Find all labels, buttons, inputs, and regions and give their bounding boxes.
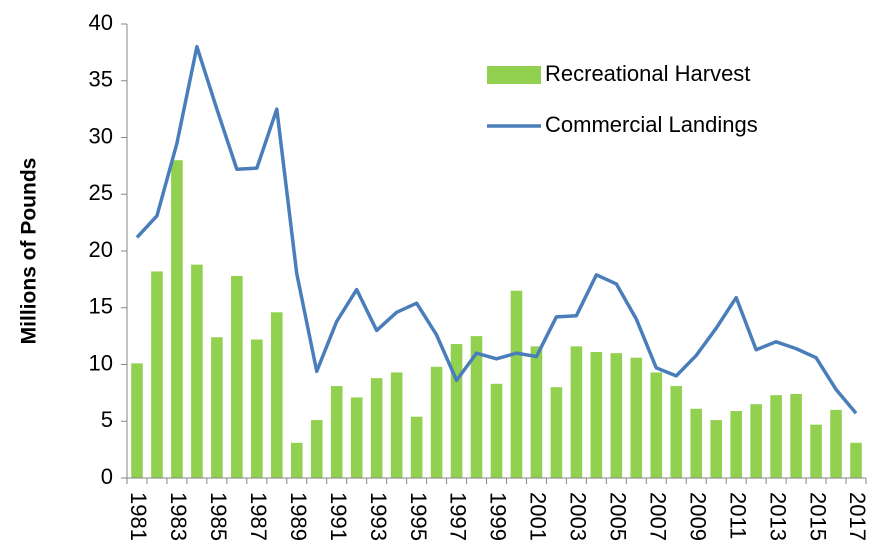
x-tick-label: 1987 (246, 492, 271, 541)
x-tick-label: 2009 (685, 492, 710, 541)
x-tick-label: 1991 (326, 492, 351, 541)
bar (450, 344, 463, 478)
bar (211, 337, 223, 478)
bar (670, 386, 683, 478)
bar (630, 357, 643, 478)
y-axis-label: Millions of Pounds (18, 158, 41, 345)
legend-swatch (487, 66, 541, 84)
bar (550, 387, 563, 478)
bar (530, 346, 543, 478)
bar (850, 442, 862, 478)
x-tick-label: 1999 (486, 492, 511, 541)
bar (131, 363, 143, 478)
bar (810, 424, 822, 478)
bar (750, 404, 762, 478)
x-tick-label: 2015 (805, 492, 830, 541)
x-tick-label: 1993 (366, 492, 391, 541)
x-tick-label: 1983 (166, 492, 191, 541)
bar (610, 353, 623, 478)
x-tick-label: 2007 (645, 492, 670, 541)
bar (350, 397, 363, 478)
bar (650, 372, 663, 478)
bar (410, 416, 423, 478)
bar (330, 386, 343, 478)
bar (191, 264, 203, 478)
y-tick-label: 35 (89, 67, 113, 92)
bar (430, 366, 443, 478)
bar (390, 372, 403, 478)
y-tick-label: 0 (101, 464, 113, 489)
x-tick-label: 1995 (406, 492, 431, 541)
bar (470, 336, 483, 478)
bar (151, 271, 163, 478)
y-tick-label: 15 (89, 294, 113, 319)
bar (290, 442, 303, 478)
y-tick-label: 25 (89, 180, 113, 205)
x-tick-label: 2005 (606, 492, 631, 541)
bar (510, 290, 523, 478)
bar (830, 409, 842, 478)
x-tick-label: 1985 (206, 492, 231, 541)
y-tick-label: 5 (101, 407, 113, 432)
bar (570, 346, 583, 478)
bar (730, 411, 742, 478)
y-tick-label: 40 (89, 10, 113, 35)
bar (710, 420, 722, 478)
bar (370, 378, 383, 478)
y-tick-label: 30 (89, 123, 113, 148)
x-tick-label: 1997 (446, 492, 471, 541)
x-tick-label: 2013 (765, 492, 790, 541)
x-tick-label: 1989 (286, 492, 311, 541)
x-tick-label: 2001 (526, 492, 551, 541)
bar (590, 352, 603, 478)
legend-label: Recreational Harvest (545, 61, 750, 86)
x-tick-label: 2003 (566, 492, 591, 541)
bar (271, 312, 283, 478)
x-tick-label: 2011 (725, 492, 750, 539)
bar (690, 408, 703, 478)
bar (231, 275, 243, 478)
x-tick-label: 1981 (126, 492, 151, 541)
bar (310, 420, 323, 478)
bar (770, 395, 782, 478)
x-tick-label: 2017 (845, 492, 870, 541)
y-tick-label: 20 (89, 237, 113, 262)
bar (490, 383, 503, 478)
bar (790, 394, 802, 478)
y-tick-label: 10 (89, 350, 113, 375)
bar (251, 339, 263, 478)
legend-label: Commercial Landings (545, 112, 758, 137)
line (135, 44, 858, 415)
bar (171, 160, 183, 478)
